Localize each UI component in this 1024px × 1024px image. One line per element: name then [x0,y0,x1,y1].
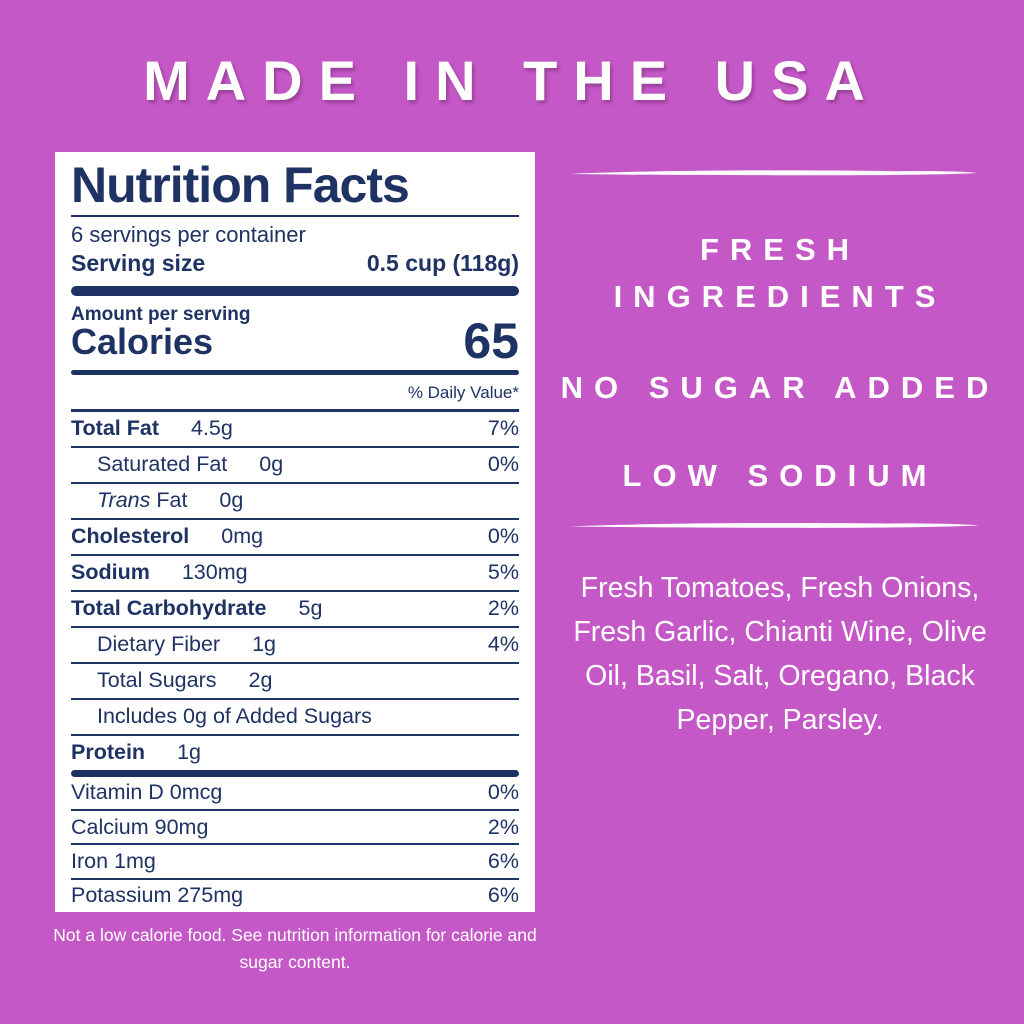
nutrient-row: Total Carbohydrate 5g 2% [71,592,519,628]
nutrient-row: Trans Fat 0g [71,484,519,520]
serving-size-row: Serving size 0.5 cup (118g) [71,250,519,277]
nutrient-daily-value: 2% [487,814,519,839]
serving-size-label: Serving size [71,250,206,276]
brush-stroke-divider [570,170,978,176]
nutrient-row: Saturated Fat 0g 0% [71,448,519,484]
calories-row: Calories 65 [71,313,519,369]
nutrient-row: Calcium 90mg 2% [71,811,519,846]
claims-column: FRESH INGREDIENTS NO SUGAR ADDED LOW SOD… [550,0,1010,1024]
footnote-text: Not a low calorie food. See nutrition in… [53,925,537,972]
nutrient-daily-value: 0% [487,780,519,805]
nutrient-row: Dietary Fiber 1g 4% [71,628,519,664]
nutrient-name: Trans Fat [97,488,188,512]
claim-fresh-ingredients: FRESH INGREDIENTS [613,232,947,314]
nutrient-name: Calcium 90mg [71,814,209,839]
nutrient-daily-value: 6% [487,883,519,908]
nutrient-amount: 0mg [221,524,264,548]
nutrient-amount: 130mg [181,560,248,584]
nutrient-row: Cholesterol 0mg 0% [71,520,519,556]
nutrient-amount: 1g [252,632,276,656]
nutrient-amount: 5g [298,596,323,620]
calories-value: 65 [463,313,519,369]
nutrient-name: Total Fat [71,416,159,440]
serving-size-value: 0.5 cup (118g) [366,250,519,276]
nutrient-row: Total Fat 4.5g 7% [71,412,519,448]
nutrient-daily-value: 0% [487,452,519,476]
nutrient-row: Sodium 130mg 5% [71,556,519,592]
nutrient-row: Vitamin D 0mcg 0% [71,777,519,811]
nutrient-rows: Total Fat 4.5g 7% Saturated Fat 0g 0% Trans Fa… [71,412,519,770]
thick-divider-bar [71,286,519,296]
daily-value-header: % Daily Value* [71,375,519,412]
nutrient-amount: 0g [219,488,244,512]
claim-low-sodium: LOW SODIUM [622,458,938,493]
nutrient-row: Includes 0g of Added Sugars [71,700,519,736]
nutrient-name: Potassium 275mg [71,883,244,908]
nutrient-daily-value: 4% [487,632,519,656]
nutrient-amount: 0g [259,452,284,476]
calories-label: Calories [71,320,214,362]
micronutrient-rows: Vitamin D 0mcg 0% Calcium 90mg 2% Iron 1mg 6%… [71,777,519,913]
nutrient-name: Total Sugars [97,668,217,692]
nutrient-row: Protein 1g [71,736,519,770]
brush-stroke-divider [570,523,978,528]
nutrition-facts-label: Nutrition Facts 6 servings per container… [55,152,535,912]
nutrient-name: Iron 1mg [71,848,156,873]
nutrient-daily-value: 6% [487,848,519,873]
nutrient-name: Total Carbohydrate [71,596,267,620]
page-title: MADE IN THE USA [143,49,881,112]
nutrient-row: Potassium 275mg 6% [71,880,519,912]
nutrient-daily-value: 7% [487,416,519,440]
nutrient-daily-value: 0% [487,524,519,548]
nutrient-row: Iron 1mg 6% [71,845,519,880]
servings-per-container: 6 servings per container [71,222,306,247]
nutrient-name: Includes 0g of Added Sugars [97,704,372,728]
nutrient-daily-value: 2% [487,596,519,620]
medium-divider-bar [71,369,519,375]
nutrient-name: Sodium [71,560,150,584]
amount-per-serving-label: Amount per serving [71,304,251,325]
nutrient-amount: 4.5g [190,416,233,440]
nutrient-row: Total Sugars 2g [71,664,519,700]
nutrient-name: Protein [71,740,146,764]
ingredients-list: Fresh Tomatoes, Fresh Onions, Fresh Garl… [573,572,987,736]
nutrition-facts-title: Nutrition Facts [71,158,519,217]
claim-no-sugar-added: NO SUGAR ADDED [560,370,1000,405]
nutrient-daily-value: 5% [487,560,519,584]
nutrient-amount: 2g [248,668,273,692]
nutrient-amount: 1g [177,740,201,764]
nutrient-name: Vitamin D 0mcg [71,780,223,805]
nutrient-name: Saturated Fat [97,452,228,476]
nutrient-name: Cholesterol [71,524,190,548]
nutrient-name: Dietary Fiber [97,632,221,656]
thick-divider-bar [71,769,519,777]
